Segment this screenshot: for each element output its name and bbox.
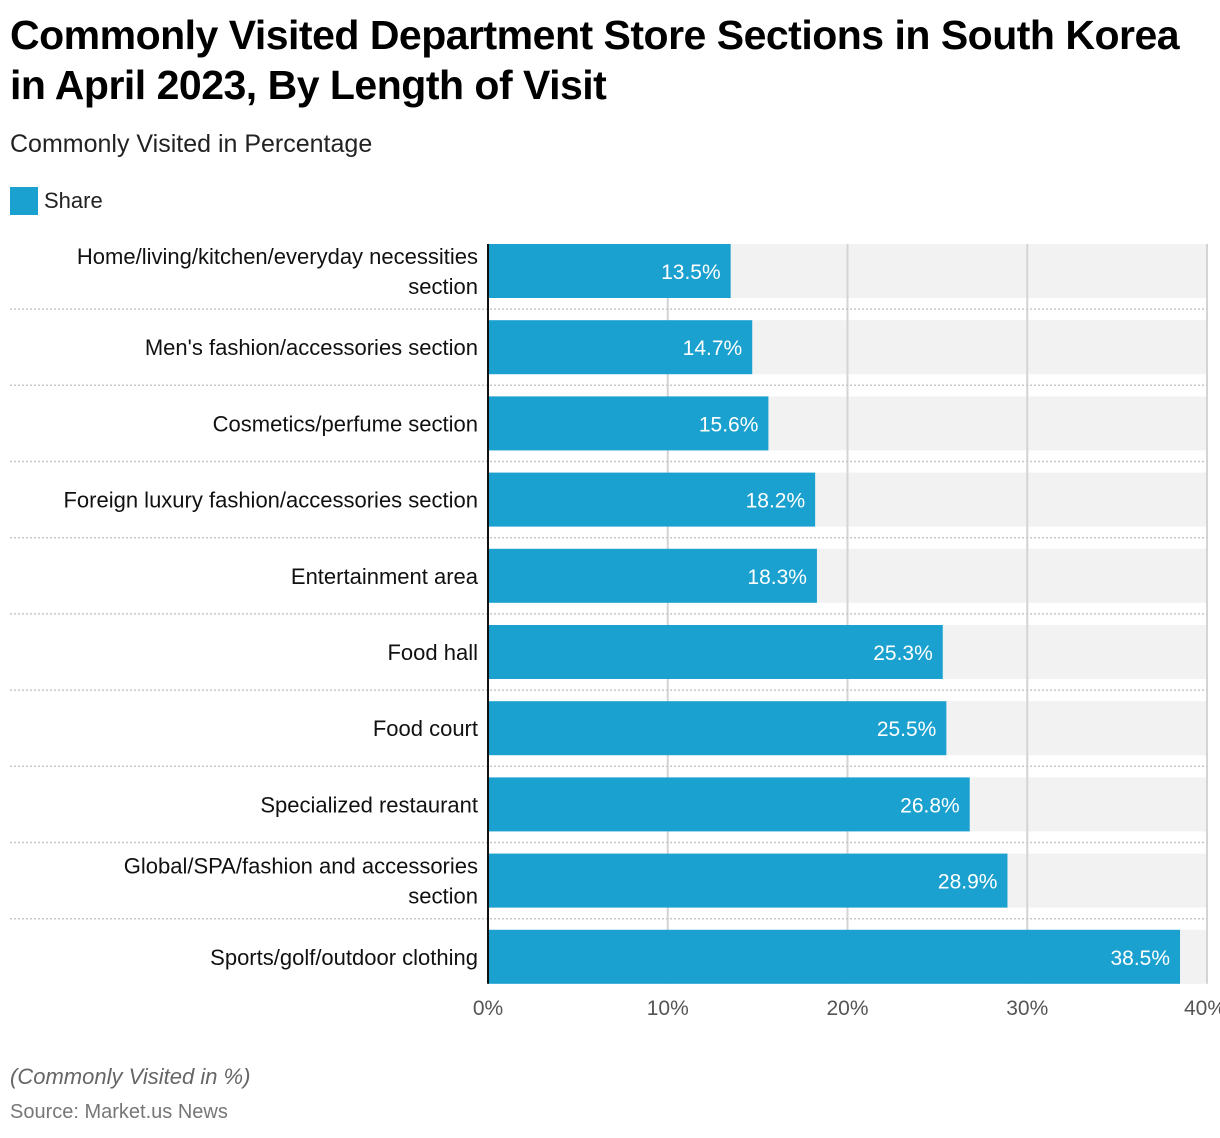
legend: Share [10, 187, 103, 215]
x-tick-label: 40% [1184, 997, 1220, 1020]
data-label: 28.9% [938, 871, 998, 894]
category-label: Entertainment area [291, 564, 479, 589]
bar [488, 472, 816, 527]
category-label: Food court [373, 716, 478, 741]
category-label: Sports/golf/outdoor clothing [210, 945, 478, 970]
category-label: Foreign luxury fashion/accessories secti… [63, 488, 478, 513]
data-label: 25.3% [873, 642, 933, 665]
bar [488, 396, 769, 451]
x-tick-label: 10% [647, 997, 689, 1020]
category-label: Cosmetics/perfume section [213, 411, 478, 436]
category-label: Men's fashion/accessories section [145, 335, 478, 360]
data-label: 14.7% [683, 337, 743, 360]
x-tick-label: 0% [473, 997, 503, 1020]
data-label: 18.3% [747, 566, 807, 589]
bar [488, 929, 1181, 984]
bar [488, 625, 943, 679]
bar [488, 777, 970, 832]
legend-label: Share [44, 188, 103, 213]
data-label: 13.5% [661, 261, 721, 284]
category-label: Specialized restaurant [260, 792, 478, 817]
data-label: 25.5% [877, 718, 937, 741]
data-label: 26.8% [900, 794, 960, 817]
bar [488, 548, 817, 603]
category-label: section [408, 884, 478, 909]
category-label: section [408, 274, 478, 299]
chart-title: Commonly Visited Department Store Sectio… [10, 12, 1180, 108]
bar [488, 853, 1008, 908]
category-label: Global/SPA/fashion and accessories [124, 854, 478, 879]
bar [488, 320, 753, 375]
category-label: Food hall [387, 640, 478, 665]
legend-swatch [10, 187, 38, 215]
data-label: 18.2% [746, 490, 806, 513]
data-label: 15.6% [699, 413, 759, 436]
footnote: (Commonly Visited in %) [10, 1064, 251, 1089]
x-tick-label: 20% [826, 997, 868, 1020]
chart-subtitle: Commonly Visited in Percentage [10, 130, 373, 158]
bar [488, 244, 731, 298]
bar [488, 701, 947, 756]
data-label: 38.5% [1110, 947, 1170, 970]
x-tick-label: 30% [1006, 997, 1048, 1020]
category-label: Home/living/kitchen/everyday necessities [77, 244, 478, 269]
source-credit: Source: Market.us News [10, 1101, 228, 1123]
